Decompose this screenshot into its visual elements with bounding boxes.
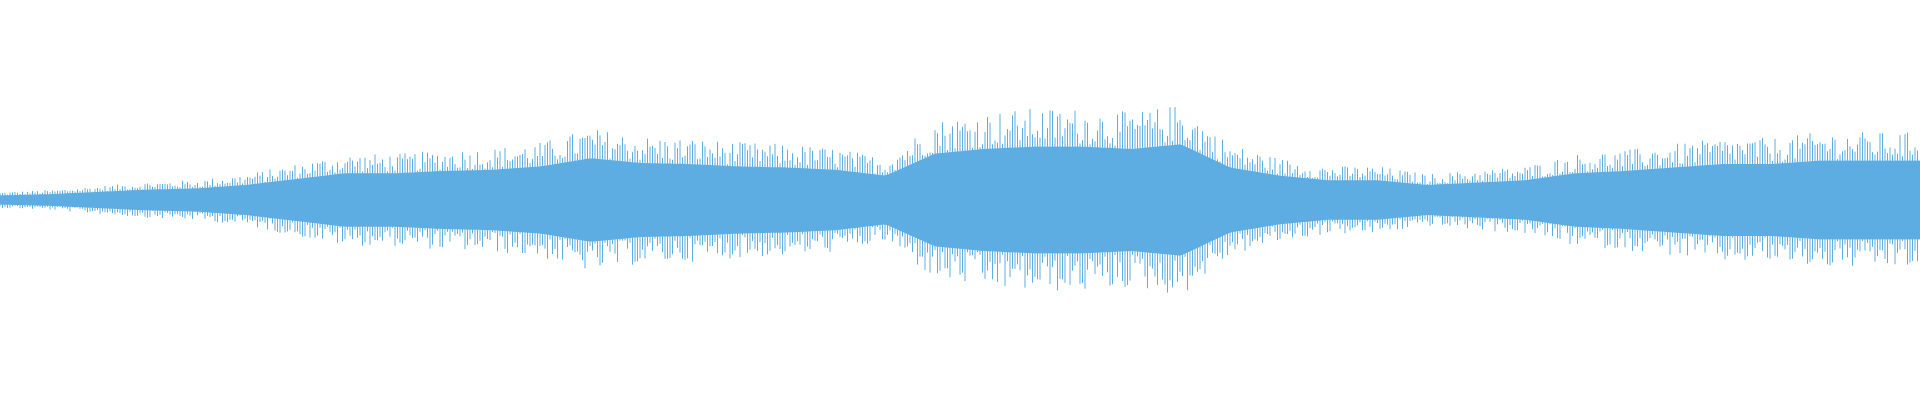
waveform-bars — [0, 107, 1920, 293]
